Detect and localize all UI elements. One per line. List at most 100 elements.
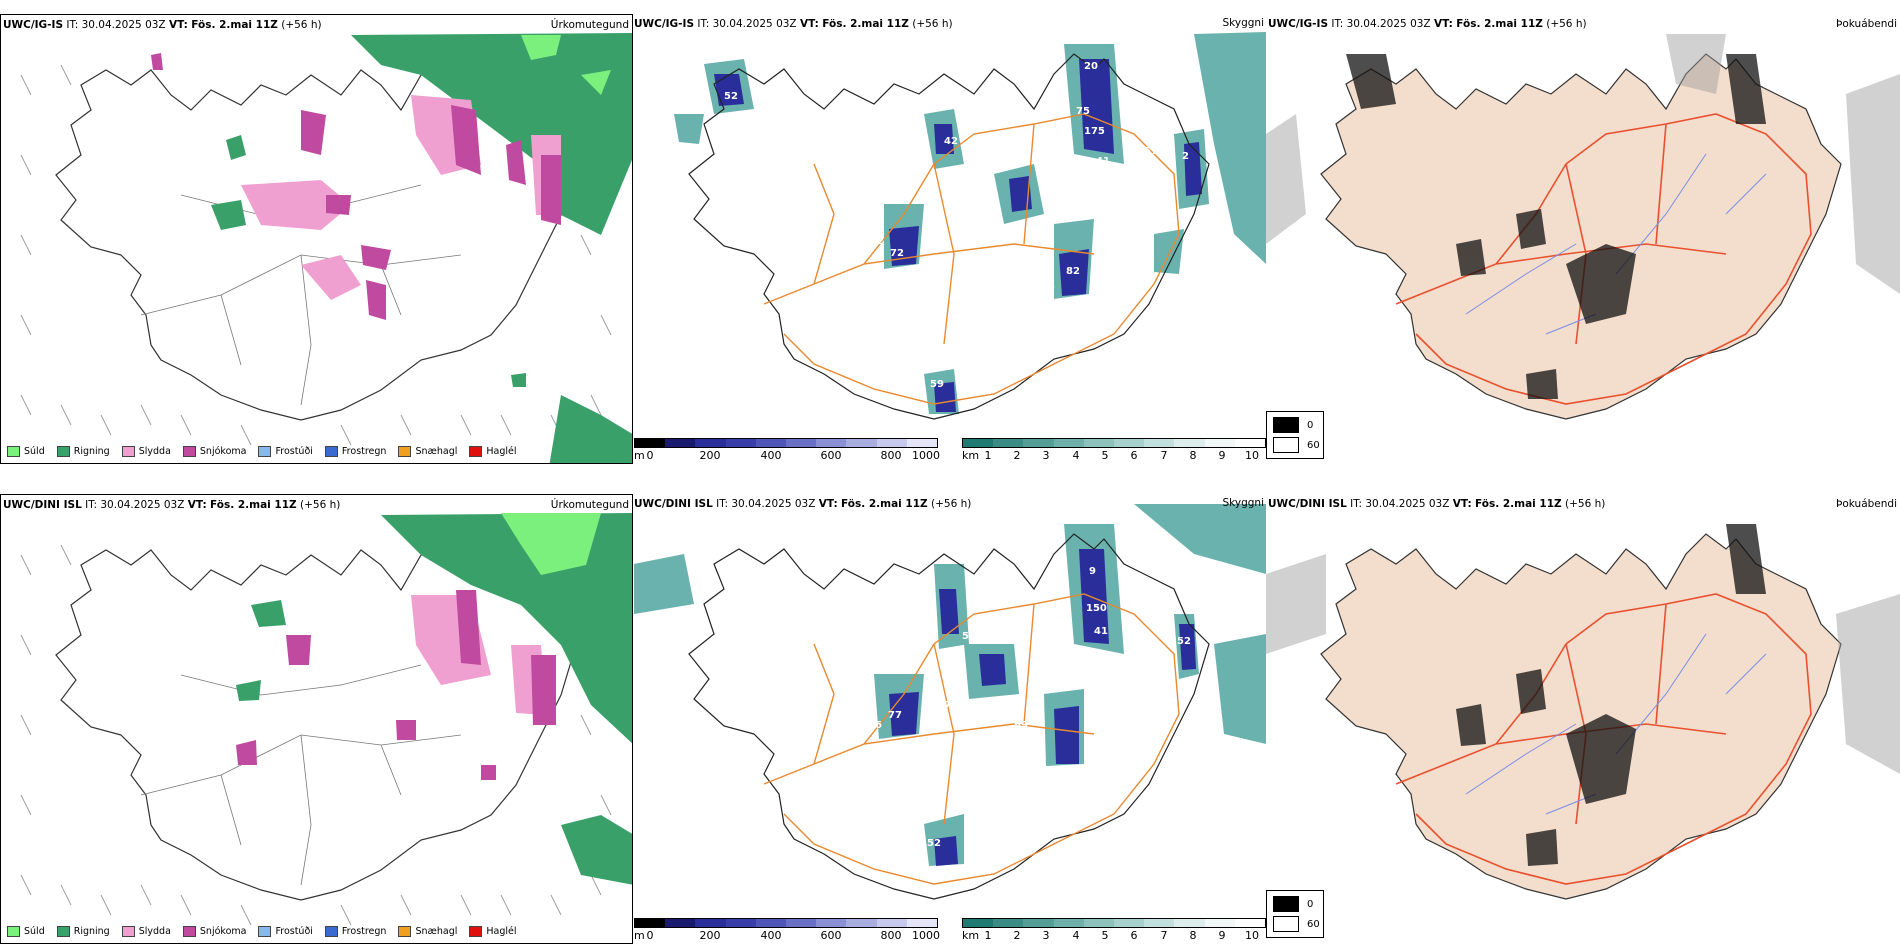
precip-title-2: UWC/DINI ISL IT: 30.04.2025 03Z VT: Fös.… [3,499,340,511]
vis-tick: 2 [1013,449,1021,462]
vis-value: 41 [1096,156,1110,167]
vis-value: 52 [927,838,941,849]
vt-value: Fös. 2.mai 11Z [1456,18,1543,30]
legend-label: Haglél [486,446,517,457]
vis-title-1: UWC/IG-IS IT: 30.04.2025 03Z VT: Fös. 2.… [634,18,953,30]
it-label: IT: [85,499,98,511]
elev-tick: 0 [646,929,654,942]
legend-item: Slydda [121,926,171,937]
it-value: 30.04.2025 03Z [731,498,816,510]
legend-item: Frostúði [258,926,313,937]
fog-swatch-light [1273,437,1299,453]
visibility-field-name: Skyggni [1222,497,1265,509]
legend-item: Haglél [469,926,517,937]
fog-legend-light: 60 [1307,918,1320,930]
it-value: 30.04.2025 03Z [100,499,185,511]
model-name: UWC/DINI ISL [1268,498,1347,510]
legend-label: Frostregn [341,446,387,457]
vis-tick: 10 [1245,449,1259,462]
vis-tick: 6 [1130,449,1138,462]
fog-map-1 [1266,34,1900,434]
legend-label: Slydda [138,926,171,937]
visibility-panel-2: 9 150 41 52 57 73 66 77 69 98 73 52 Skyg… [634,494,1266,944]
vis-value: 82 [1066,266,1080,277]
elev-tick: 200 [699,449,721,462]
vis-title-2: UWC/DINI ISL IT: 30.04.2025 03Z VT: Fös.… [634,498,971,510]
vis-value: 98 [1003,736,1017,747]
fog-title-2: UWC/DINI ISL IT: 30.04.2025 03Z VT: Fös.… [1268,498,1605,510]
low-visibility-areas [674,32,1266,414]
legend-item: Snæhagl [398,446,457,457]
fog-legend-2: 0 60 [1266,890,1324,938]
vt-value: Fös. 2.mai 11Z [1475,498,1562,510]
elev-tick: 400 [760,929,782,942]
visibility-map-1: 20 52 75 175 41 57 2 42 238 87 92 72 82 … [674,32,1266,434]
legend-item: Snæhagl [398,926,457,937]
vis-tick: 3 [1042,449,1050,462]
vis-tick: 5 [1101,449,1109,462]
elevation-colorbar: m 0 200 400 600 800 1000 [634,438,940,462]
vis-value: 52 [724,91,738,102]
it-value: 30.04.2025 03Z [1346,18,1431,30]
legend-item: Rigning [56,446,110,457]
elev-tick: 400 [760,449,782,462]
fog-legend-dark: 0 [1307,898,1314,910]
vis-value: 52 [1177,636,1191,647]
vis-tick: 8 [1189,929,1197,942]
fog-panel-2: UWC/DINI ISL IT: 30.04.2025 03Z VT: Fös.… [1266,494,1900,944]
vt-value: Fös. 2.mai 11Z [191,19,278,31]
legend-item: Rigning [56,926,110,937]
legend-item: Frostregn [324,926,386,937]
legend-swatch [258,446,272,457]
legend-label: Rigning [73,446,110,457]
elev-tick: 600 [820,449,842,462]
vis-tick: 3 [1042,929,1050,942]
vis-tick: 9 [1218,449,1226,462]
it-value: 30.04.2025 03Z [712,18,797,30]
legend-label: Snjókoma [199,446,247,457]
vt-label: VT: [799,18,819,30]
legend-label: Slydda [138,446,171,457]
elev-tick: 1000 [912,929,940,942]
vis-value: 238 [956,196,977,207]
lead-time: (+56 h) [931,498,972,510]
lead-time: (+56 h) [300,499,341,511]
vis-tick: 4 [1072,929,1080,942]
legend-label: Haglél [486,926,517,937]
legend-item: Frostúði [258,446,313,457]
vt-value: Fös. 2.mai 11Z [822,18,909,30]
vis-value: 75 [1076,106,1090,117]
fog-field-name: Þokuábendi [1836,18,1897,30]
precip-panel-2: UWC/DINI ISL IT: 30.04.2025 03Z VT: Fös.… [0,494,633,944]
elev-tick: 800 [880,929,902,942]
visibility-field-name: Skyggni [1222,17,1265,29]
fog-field-name: Þokuábendi [1836,498,1897,510]
vis-value: 59 [930,379,944,390]
vis-value: 68 [910,383,924,394]
fog-legend-light: 60 [1307,439,1320,451]
legend-item: Frostregn [324,446,387,457]
legend-swatch [398,926,412,937]
vis-tick: 9 [1218,929,1226,942]
model-name: UWC/DINI ISL [634,498,713,510]
precip-map-2 [20,513,632,926]
vis-tick: 7 [1160,929,1168,942]
vis-tick: 2 [1013,929,1021,942]
it-label: IT: [1350,498,1363,510]
vis-value: 66 [868,720,882,731]
legend-label: Snæhagl [415,926,458,937]
fog-panel-1: UWC/IG-IS IT: 30.04.2025 03Z VT: Fös. 2.… [1266,14,1900,464]
legend-label: Súld [24,926,45,937]
vis-unit: km [962,929,980,942]
legend-item: Súld [7,926,45,937]
vis-value: 20 [1084,61,1098,72]
it-label: IT: [697,18,710,30]
vis-tick: 6 [1130,929,1138,942]
vis-tick: 4 [1072,449,1080,462]
fog-legend-dark: 0 [1307,419,1314,431]
vt-value: Fös. 2.mai 11Z [841,498,928,510]
model-name: UWC/DINI ISL [3,499,82,511]
vis-value: 52 [870,236,884,247]
elev-tick: 600 [820,929,842,942]
legend-swatch [469,926,483,937]
